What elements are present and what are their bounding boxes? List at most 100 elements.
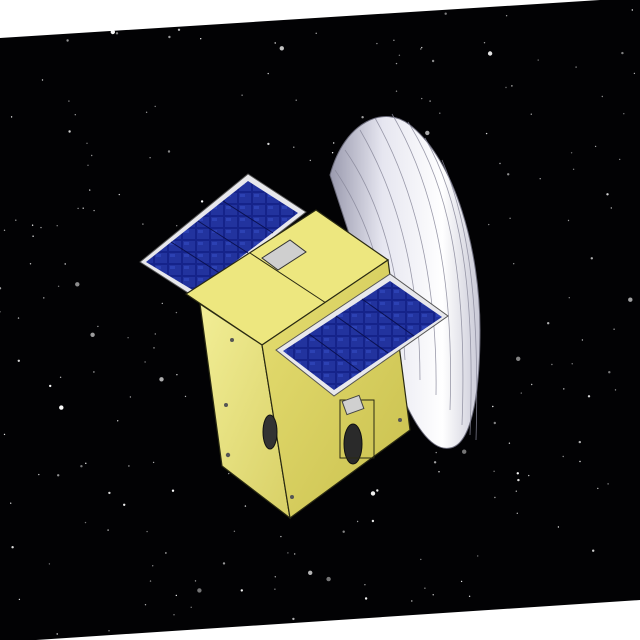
star [376, 489, 378, 491]
star [424, 588, 425, 589]
star [517, 479, 519, 481]
star [168, 150, 170, 152]
star [57, 633, 58, 634]
star [294, 553, 295, 554]
star [83, 208, 84, 209]
star [421, 47, 422, 48]
star [119, 194, 120, 195]
star [268, 73, 269, 74]
star [75, 282, 79, 286]
star [127, 337, 128, 338]
star [632, 9, 633, 10]
star [608, 371, 610, 373]
star [517, 472, 519, 474]
star [176, 374, 177, 375]
star [42, 79, 43, 80]
star [399, 55, 400, 56]
star [178, 29, 180, 31]
star [462, 450, 466, 454]
star [492, 406, 493, 407]
star [509, 443, 510, 444]
star [77, 208, 78, 209]
star [241, 589, 243, 591]
star [621, 52, 623, 54]
star [434, 461, 436, 463]
star [477, 555, 478, 556]
star [563, 456, 564, 457]
star [65, 263, 66, 264]
star [152, 565, 153, 566]
star [93, 210, 94, 211]
star [191, 607, 192, 608]
star [11, 116, 12, 117]
star [607, 483, 608, 484]
star [159, 377, 163, 381]
star [563, 388, 564, 389]
star [572, 363, 573, 364]
star [469, 596, 470, 597]
star [611, 207, 612, 208]
star [433, 594, 434, 595]
star [371, 491, 375, 495]
star [75, 114, 76, 115]
star [292, 618, 294, 620]
star [80, 465, 82, 467]
star [93, 371, 94, 372]
star [57, 225, 58, 226]
star [145, 604, 146, 605]
star [420, 48, 421, 49]
star [494, 422, 496, 424]
star [582, 339, 583, 340]
star [531, 384, 532, 385]
star [634, 73, 635, 74]
star [275, 42, 276, 43]
star [411, 600, 412, 601]
star [91, 155, 92, 156]
star [547, 322, 549, 324]
star [200, 38, 201, 39]
star [280, 46, 284, 50]
star [108, 630, 109, 631]
star [357, 521, 358, 522]
star [628, 298, 632, 302]
star [144, 361, 145, 362]
star [116, 32, 118, 34]
star [49, 563, 50, 564]
star [521, 392, 522, 393]
star [49, 385, 51, 387]
star [507, 173, 509, 175]
star [111, 30, 115, 34]
star [595, 146, 596, 147]
star [619, 159, 620, 160]
star [429, 100, 430, 101]
star [486, 133, 487, 134]
star [10, 503, 11, 504]
star [142, 223, 143, 224]
star [488, 51, 492, 55]
star [176, 225, 177, 226]
star [575, 66, 576, 67]
star [228, 473, 229, 474]
star [511, 85, 512, 86]
star [60, 377, 61, 378]
star [287, 552, 288, 553]
star [396, 91, 397, 92]
star [155, 106, 156, 107]
star [579, 461, 580, 462]
star [241, 95, 242, 96]
star [597, 488, 598, 489]
star [267, 143, 269, 145]
star [153, 462, 154, 463]
star [538, 59, 539, 60]
star [150, 580, 151, 581]
star [68, 100, 69, 101]
star [308, 571, 312, 575]
star [365, 597, 367, 599]
star [87, 165, 88, 166]
star [432, 60, 434, 62]
star [439, 113, 440, 114]
star [146, 112, 147, 113]
star [18, 317, 19, 318]
star [176, 312, 177, 313]
